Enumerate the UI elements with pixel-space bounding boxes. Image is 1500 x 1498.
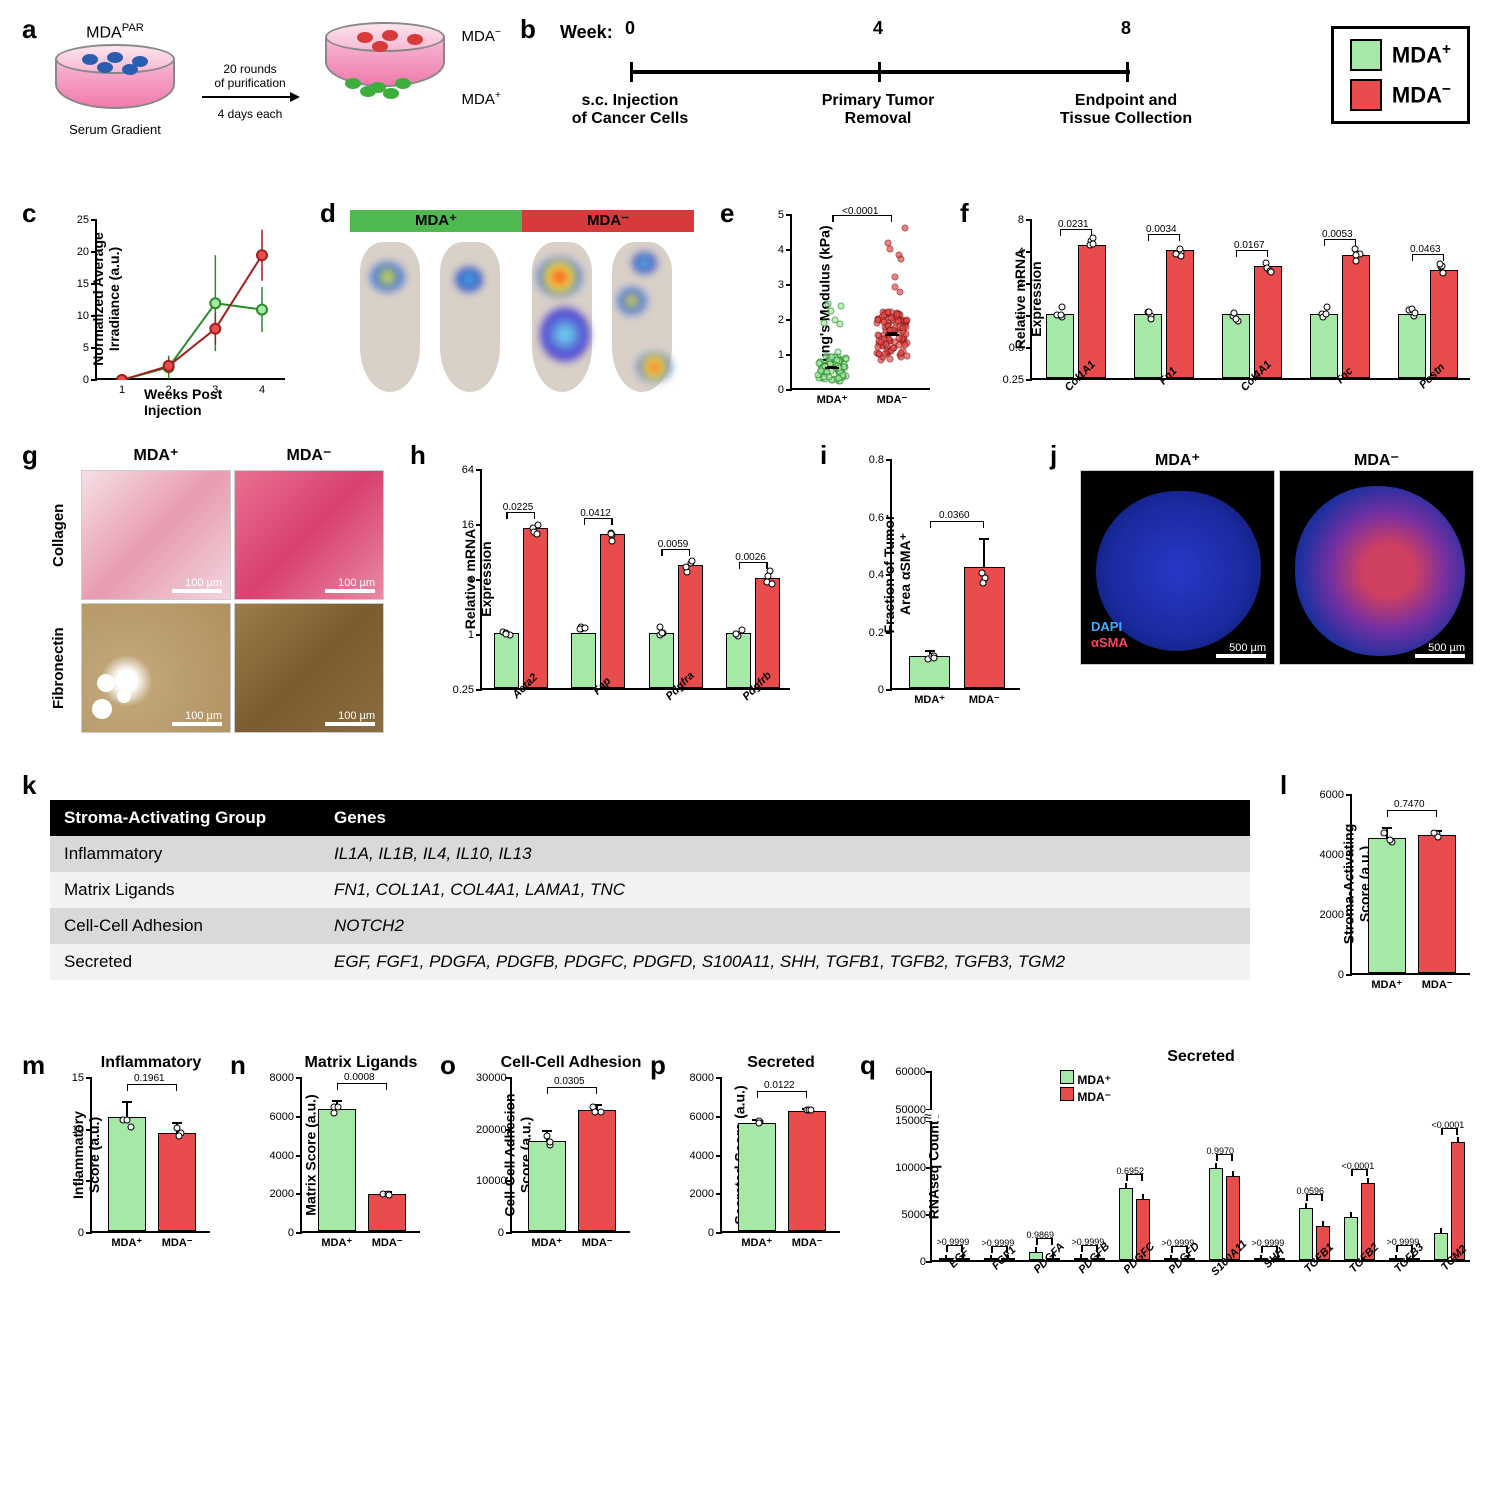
panel-a: MDAPAR Serum Gradient 20 rounds of purif… [45,22,475,172]
panel-l: Stroma-ActivatingScore (a.u.) 0200040006… [1350,795,1470,975]
panel-label-l: l [1280,770,1287,801]
panel-p: Secreted Secreted Score (a.u.) 020004000… [720,1078,840,1233]
panel-label-d: d [320,198,336,229]
panel-n: Matrix Ligands Matrix Score (a.u.) 02000… [300,1078,420,1233]
panel-g: MDA⁺ MDA⁻ Collagen 100 µm 100 µm Fibrone… [50,445,384,733]
panel-label-a: a [22,14,36,45]
panel-label-k: k [22,770,36,801]
panel-label-p: p [650,1050,666,1081]
panel-label-e: e [720,198,734,229]
panel-o: Cell-Cell Adhesion Cell-Cell AdhesionSco… [510,1078,630,1233]
panel-label-o: o [440,1050,456,1081]
legend-label-plus: MDA+ [1392,41,1451,68]
figure-legend: MDA+ MDA− [1331,26,1470,124]
panel-c: Normalized AverageIrradiance (a.u.) Week… [95,220,285,380]
panel-label-g: g [22,440,38,471]
panel-f: Relative mRNAExpression 0.250.512480.023… [1030,220,1470,380]
legend-label-minus: MDA− [1392,81,1451,108]
panel-label-q: q [860,1050,876,1081]
panel-label-b: b [520,14,536,45]
legend-swatch-minus [1350,79,1382,111]
panel-label-n: n [230,1050,246,1081]
panel-j: MDA⁺ DAPI αSMA 500 µm MDA⁻ 500 µm [1080,450,1474,665]
panel-label-f: f [960,198,969,229]
panel-label-c: c [22,198,36,229]
panel-k: Stroma-Activating GroupGenes Inflammator… [50,800,1250,980]
panel-e: Young's Modulus (kPa) 012345<0.0001MDA⁺M… [790,215,930,390]
panel-label-h: h [410,440,426,471]
panel-h: Relative mRNAExpression 0.251416640.0225… [480,470,790,690]
panel-label-m: m [22,1050,45,1081]
panel-d: MDA⁺ MDA⁻ [350,210,694,402]
legend-swatch-plus [1350,39,1382,71]
panel-label-j: j [1050,440,1057,471]
panel-label-i: i [820,440,827,471]
panel-m: Inflammatory InflammatoryScore (a.u.) 05… [90,1078,210,1233]
panel-i: Fraction of TumorArea αSMA⁺ 00.20.40.60.… [890,460,1020,690]
panel-q: Secreted RNAseq Counts 05000100001500050… [930,1072,1470,1262]
